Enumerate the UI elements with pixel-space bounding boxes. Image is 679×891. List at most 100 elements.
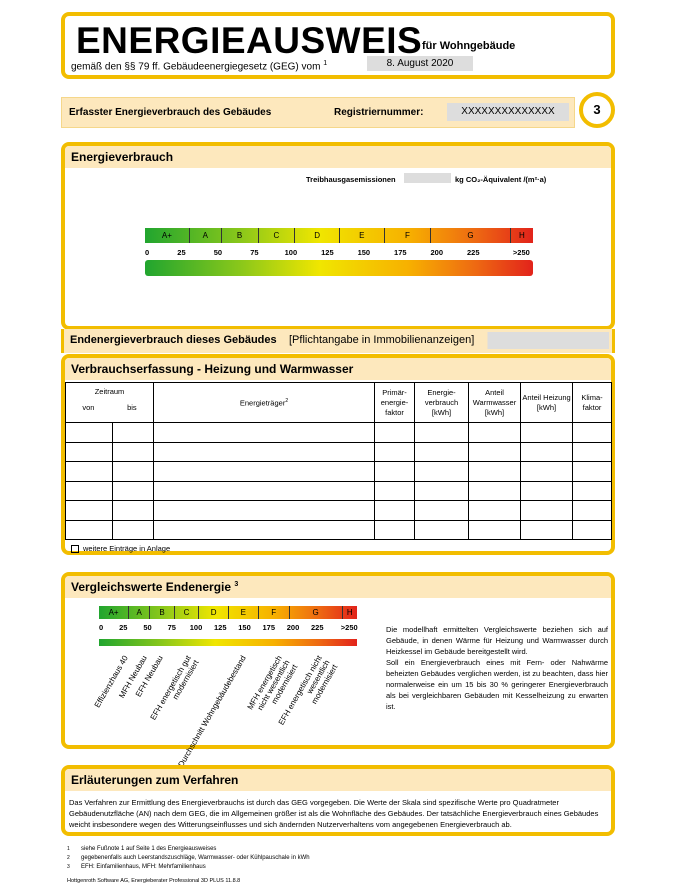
table-cell: [572, 461, 612, 482]
footnote: 3 EFH: Einfamilienhaus, MFH: Mehrfamilien…: [67, 863, 607, 872]
explanation-text: Das Verfahren zur Ermittlung des Energie…: [69, 798, 599, 829]
explanation-box: Erläuterungen zum Verfahren Das Verfahre…: [61, 765, 615, 836]
carrier-header: Energieträger2: [153, 382, 375, 423]
tick-label: 25: [119, 623, 128, 632]
tick-label: 200: [286, 623, 300, 632]
ghg-unit: kg CO₂-Äquivalent /(m²·a): [455, 175, 547, 184]
table-cell: [112, 422, 154, 443]
column-header: Energie-verbrauch [kWh]: [414, 382, 469, 423]
table-cell: [414, 441, 469, 462]
comparison-text-2: Soll ein Energieverbrauch eines mit Fern…: [386, 658, 608, 711]
class-label: F: [383, 228, 431, 243]
table-cell: [374, 480, 415, 501]
table-cell: [153, 461, 375, 482]
comparison-scale: A+ A B C D E F G H 0 25 50 75 100 125 150 175 200 225 >250: [99, 606, 358, 632]
footer: Hottgenroth Software AG, Energieberater …: [67, 878, 241, 884]
energy-title: Energieverbrauch: [65, 146, 611, 168]
table-cell: [112, 519, 154, 540]
class-label: A: [128, 606, 149, 619]
column-header: Anteil Heizung [kWh]: [520, 382, 573, 423]
table-row: [65, 422, 612, 443]
reg-label: Registriernummer:: [334, 107, 424, 118]
table-cell: [153, 422, 375, 443]
footnote-text: gegebenenfalls auch Leerstandszuschläge,…: [81, 855, 310, 861]
footnote-number: 3: [67, 864, 70, 870]
period-header: Zeitraum von bis: [65, 382, 154, 423]
scale-arrow-bar: [145, 260, 533, 276]
column-header: Klima-faktor: [572, 382, 612, 423]
tick-label: >250: [512, 248, 530, 257]
table-cell: [414, 480, 469, 501]
ghg-label: Treibhausgasemissionen: [306, 175, 396, 184]
reg-number: XXXXXXXXXXXXXX: [447, 103, 569, 121]
tick-label: 125: [213, 623, 227, 632]
tick-label: 25: [177, 248, 186, 257]
table-cell: [520, 422, 573, 443]
footnote-number: 1: [67, 846, 70, 852]
table-cell: [153, 480, 375, 501]
table-cell: [374, 519, 415, 540]
class-label: A+: [108, 608, 119, 617]
comparison-text: Die modellhaft ermittelten Vergleichswer…: [386, 624, 608, 712]
comparison-box: Vergleichswerte Endenergie 3 A+ A B C D E F G H 0…: [61, 572, 615, 769]
class-label: G: [430, 228, 510, 243]
law-sup: 1: [323, 60, 328, 67]
table-cell: [572, 500, 612, 521]
carrier: Energieträger: [239, 398, 286, 408]
class-label: D: [198, 606, 228, 619]
table-cell: [65, 422, 113, 443]
consumption-title: Verbrauchserfassung - Heizung und Warmwa…: [65, 358, 611, 380]
table-cell: [374, 422, 415, 443]
class-label: C: [257, 228, 295, 243]
table-cell: [112, 441, 154, 462]
tick-label: 75: [250, 248, 259, 257]
table-cell: [520, 500, 573, 521]
table-cell: [468, 441, 521, 462]
title: ENERGIEAUSWEIS: [76, 20, 423, 61]
tick-label: 175: [394, 248, 407, 257]
tick-label: 100: [189, 623, 203, 632]
period-sub: von bis: [66, 403, 153, 412]
end-energy-label: Endenergieverbrauch dieses Gebäudes: [70, 334, 277, 346]
class-label: F: [257, 606, 289, 619]
energy-box: Energieverbrauch Treibhausgasemissionen …: [61, 142, 615, 330]
table-row: [65, 441, 612, 462]
header-row: Zeitraum von bis Energieträger2 Primär-energ…: [65, 382, 612, 423]
column-header: Anteil Warmwasser [kWh]: [468, 382, 521, 423]
footnote-text: EFH: Einfamilienhaus, MFH: Mehrfamilienh…: [81, 864, 206, 870]
table-cell: [520, 461, 573, 482]
table-cell: [468, 480, 521, 501]
class-label: B: [220, 228, 258, 243]
comparison-title: Vergleichswerte Endenergie 3: [65, 576, 611, 598]
law: gemäß den §§ 79 ff. Gebäudeenergiegesetz…: [71, 60, 327, 72]
footnote-text: siehe Fußnote 1 auf Seite 1 des Energiea…: [81, 846, 217, 852]
table-cell: [65, 519, 113, 540]
tick-label: 0: [99, 623, 104, 632]
footnote-number: 2: [67, 855, 70, 861]
table-cell: [468, 500, 521, 521]
tick-label: 200: [430, 248, 444, 257]
comparison-title-text: Vergleichswerte Endenergie: [71, 580, 232, 594]
footnote: 2 gegebenenfalls auch Leerstandszuschläge…: [67, 854, 607, 863]
info-bar: Erfasster Energieverbrauch des Gebäudes …: [61, 97, 575, 128]
table-cell: [65, 441, 113, 462]
class-label: E: [339, 228, 384, 243]
table-cell: [572, 519, 612, 540]
period: Zeitraum: [94, 387, 125, 396]
comparison-text-1: Die modellhaft ermittelten Vergleichswer…: [386, 625, 608, 656]
class-label: A+: [161, 231, 172, 240]
class-label: C: [173, 606, 199, 619]
table-cell: [153, 519, 375, 540]
table-cell: [374, 441, 415, 462]
table-row: [65, 480, 612, 501]
carrier-sup: 2: [285, 397, 289, 404]
table-cell: [520, 480, 573, 501]
more-entries: weitere Einträge in Anlage: [71, 544, 170, 554]
table-row: [65, 461, 612, 482]
info-label: Erfasster Energieverbrauch des Gebäudes: [69, 107, 272, 118]
page-number: 3: [579, 92, 615, 128]
tick-label: 150: [357, 248, 371, 257]
ghg-field: [404, 173, 451, 183]
tick-label: 175: [262, 623, 276, 632]
